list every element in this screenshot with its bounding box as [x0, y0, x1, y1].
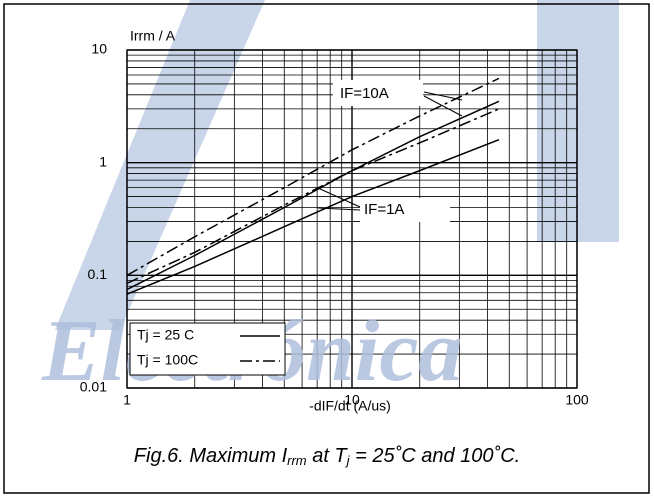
caption-sub: rrm	[287, 453, 307, 468]
y-tick-label: 1	[99, 153, 107, 169]
legend-label: Tj = 100C	[137, 352, 198, 368]
x-tick-label: 1	[123, 392, 131, 408]
chart: Electrónica Irrm / A -dIF/dt (A/us) Tj =…	[0, 0, 654, 498]
caption-part: = 25˚C and 100˚C.	[350, 445, 521, 467]
caption-part: at T	[307, 445, 349, 467]
y-tick-label: 10	[91, 41, 107, 57]
y-axis-label: Irrm / A	[130, 28, 176, 44]
annotation: IF=10A	[340, 85, 389, 102]
x-tick-label: 100	[565, 392, 589, 408]
caption-part: Fig.6. Maximum I	[134, 445, 288, 467]
annotation: IF=1A	[364, 201, 404, 218]
decor-block	[537, 0, 619, 242]
legend-label: Tj = 25 C	[137, 327, 194, 343]
y-tick-label: 0.01	[80, 379, 107, 395]
y-tick-label: 0.1	[88, 266, 108, 282]
caption: Fig.6. Maximum Irrm at Tj = 25˚C and 100…	[134, 445, 520, 468]
x-tick-label: 10	[344, 392, 360, 408]
